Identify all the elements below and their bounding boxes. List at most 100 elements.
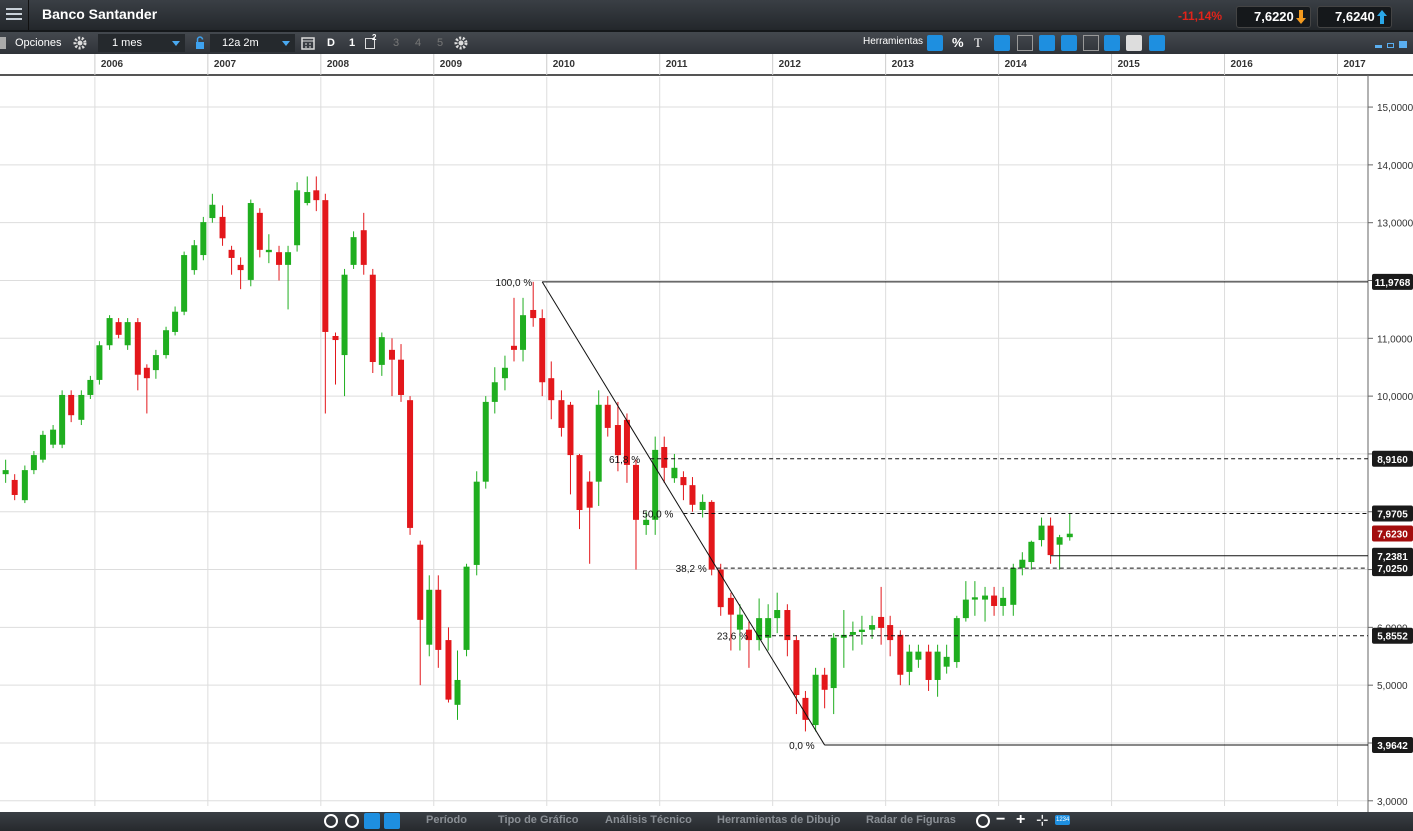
- price-badge: [1372, 737, 1413, 754]
- candle-body: [341, 274, 348, 356]
- candle-body: [736, 614, 743, 630]
- x-tick-label: 2015: [1118, 59, 1141, 70]
- refresh-icon[interactable]: [324, 814, 338, 828]
- zoom-out[interactable]: −: [996, 811, 1006, 828]
- candle-body: [59, 394, 66, 445]
- calendar-icon[interactable]: [300, 35, 316, 51]
- tool-text[interactable]: T: [974, 35, 982, 50]
- candle-body: [530, 309, 537, 319]
- y-tick-label: 3,0000: [1377, 797, 1408, 808]
- candle-body: [30, 455, 37, 471]
- candle-body: [962, 599, 969, 619]
- x-tick-label: 2006: [101, 59, 124, 70]
- footer-menu[interactable]: Radar de Figuras: [866, 814, 956, 826]
- candle-body: [943, 656, 950, 667]
- bid-box[interactable]: 7,6220: [1236, 6, 1311, 28]
- title-bar: Banco Santander -11,14% 7,6220 7,6240: [0, 0, 1413, 32]
- candle-body: [388, 349, 395, 360]
- range-select[interactable]: 12a 2m: [210, 34, 295, 52]
- y-tick-label: 13,0000: [1377, 219, 1413, 230]
- tool-print[interactable]: [1126, 35, 1142, 51]
- footer-menu[interactable]: Herramientas de Dibujo: [717, 814, 841, 826]
- footer-menu[interactable]: Período: [426, 814, 467, 826]
- disable-icon[interactable]: [345, 814, 359, 828]
- candle-body: [39, 434, 46, 460]
- footer-menu[interactable]: Tipo de Gráfico: [498, 814, 579, 826]
- fib-level-text: 0,0 %: [789, 741, 815, 752]
- layout-button[interactable]: 5: [437, 37, 444, 49]
- candle-body: [539, 318, 546, 383]
- window-max[interactable]: [1399, 41, 1407, 48]
- y-tick-label: 15,0000: [1377, 103, 1413, 114]
- candle-body: [802, 697, 809, 720]
- candle-body: [491, 382, 498, 402]
- crosshair[interactable]: ⊹: [1036, 812, 1049, 829]
- tool-lines[interactable]: [1017, 35, 1033, 51]
- candle-body: [623, 419, 630, 465]
- bid: 7,6220: [1254, 9, 1294, 24]
- x-tick-label: 2016: [1231, 59, 1254, 70]
- period-button[interactable]: D: [327, 37, 335, 49]
- price-badge-label: 7,6230: [1377, 530, 1408, 541]
- sort-icon[interactable]: [384, 813, 400, 829]
- candle-body: [821, 674, 828, 690]
- tool-draw[interactable]: [1083, 35, 1099, 51]
- menu-button[interactable]: [6, 6, 24, 22]
- fib-level-text: 23,6 %: [717, 632, 748, 643]
- candle-body: [1019, 559, 1026, 568]
- window-restore[interactable]: [1387, 43, 1394, 48]
- candle-body: [172, 311, 179, 332]
- candle-body: [869, 625, 876, 630]
- candle-body: [558, 400, 565, 428]
- settings-icon[interactable]: [72, 35, 88, 51]
- candle-body: [991, 595, 998, 606]
- price-badge: [1372, 627, 1413, 644]
- ask-box[interactable]: 7,6240: [1317, 6, 1392, 28]
- pencil-icon[interactable]: [364, 813, 380, 829]
- tool-grid[interactable]: [994, 35, 1010, 51]
- search-icon[interactable]: [976, 814, 990, 828]
- candle-body: [604, 404, 611, 428]
- candle-body: [708, 501, 715, 570]
- badge[interactable]: 1234: [1055, 815, 1071, 825]
- candle-body: [11, 479, 18, 495]
- candle-body: [285, 252, 292, 265]
- candle-body: [2, 470, 9, 475]
- candle-body: [1066, 533, 1073, 538]
- tool-back[interactable]: [927, 35, 943, 51]
- settings-icon[interactable]: [453, 35, 469, 51]
- interval-select[interactable]: 1 mes: [98, 34, 185, 52]
- candle-body: [643, 519, 650, 526]
- layout-button[interactable]: 3: [393, 37, 400, 49]
- window-min[interactable]: [1375, 45, 1382, 48]
- candle-body: [322, 200, 329, 332]
- candle-body: [849, 631, 856, 635]
- candle-body: [378, 337, 385, 365]
- layout-button[interactable]: 4: [415, 37, 422, 49]
- tool-candle[interactable]: [1039, 35, 1055, 51]
- candle-body: [398, 359, 405, 395]
- candle-body: [756, 618, 763, 641]
- options-button[interactable]: Opciones: [15, 37, 62, 49]
- candle-body: [256, 212, 263, 250]
- tool-label[interactable]: [1104, 35, 1120, 51]
- candle-body: [1028, 541, 1035, 563]
- candle-body: [840, 634, 847, 638]
- toolbar: Opciones 1 mes 12a 2m D 1 2 3 4 5 Herram…: [0, 32, 1413, 54]
- price-badge-label: 8,9160: [1377, 455, 1408, 466]
- candle-body: [878, 616, 885, 628]
- tool-windows[interactable]: [1061, 35, 1077, 51]
- tool-config[interactable]: [1149, 35, 1165, 51]
- down-arrow: [1296, 10, 1306, 24]
- x-tick-label: 2007: [214, 59, 237, 70]
- footer-menu[interactable]: Análisis Técnico: [605, 814, 692, 826]
- lock-icon[interactable]: [192, 35, 208, 51]
- price-badge-label: 7,9705: [1377, 509, 1408, 520]
- zoom-in[interactable]: +: [1016, 811, 1026, 828]
- layout-button[interactable]: 2: [372, 33, 377, 42]
- candle-body: [510, 345, 517, 350]
- layout-button[interactable]: 1: [349, 37, 356, 49]
- tool-percent[interactable]: %: [952, 35, 964, 50]
- candle-body: [699, 501, 706, 511]
